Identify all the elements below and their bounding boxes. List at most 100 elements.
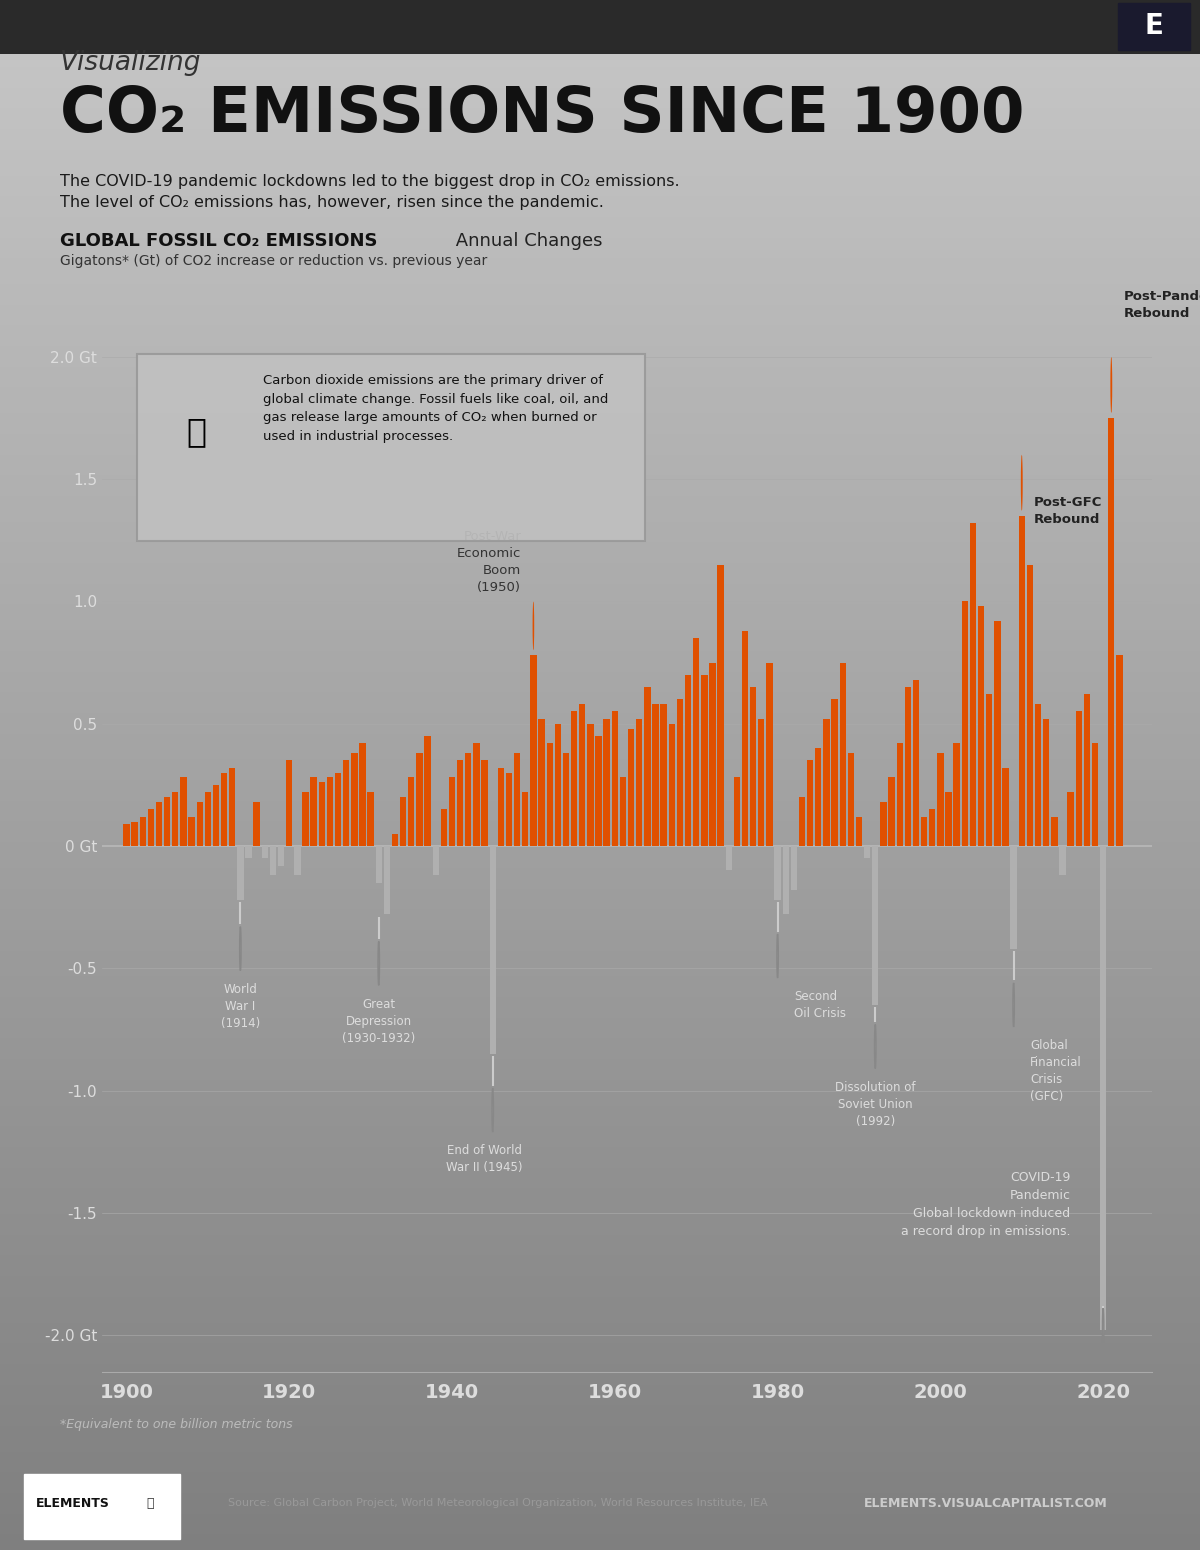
Bar [164,797,170,846]
Text: End of World
War II (1945): End of World War II (1945) [446,1144,523,1175]
Bar [253,801,260,846]
Bar [709,662,715,846]
Bar [888,778,895,846]
Bar [694,639,700,846]
Text: 🏭: 🏭 [187,415,206,448]
Bar [238,846,244,899]
Text: Global
Financial
Crisis
(GFC): Global Financial Crisis (GFC) [1030,1038,1081,1104]
Bar [376,846,382,882]
Bar [416,753,422,846]
Bar [425,736,431,846]
Bar [546,744,553,846]
Bar [148,809,154,846]
Text: Annual Changes: Annual Changes [450,232,602,251]
Bar [473,744,480,846]
Text: 🔥: 🔥 [146,1497,154,1510]
Bar [1060,846,1066,876]
Bar [514,753,521,846]
Bar [660,704,667,846]
Circle shape [1103,1308,1104,1352]
Bar [782,846,788,914]
Text: Carbon dioxide emissions are the primary driver of
global climate change. Fossil: Carbon dioxide emissions are the primary… [263,374,608,443]
Bar [1027,564,1033,846]
Bar [311,778,317,846]
Bar [392,834,398,846]
Text: Post-GFC
Rebound: Post-GFC Rebound [1034,496,1103,525]
Bar [481,761,487,846]
Bar [881,801,887,846]
Bar [384,846,390,914]
Text: Source: Global Carbon Project, World Meteorological Organization, World Resource: Source: Global Carbon Project, World Met… [228,1499,768,1508]
Circle shape [533,601,534,651]
Bar [954,744,960,846]
Bar [774,846,781,899]
Bar [139,817,146,846]
Bar [628,728,635,846]
Bar [758,719,764,846]
Bar [440,809,448,846]
Bar [913,679,919,846]
Bar [791,846,797,890]
Bar [278,846,284,865]
Bar [1034,704,1042,846]
Bar [896,744,902,846]
Text: ELEMENTS: ELEMENTS [36,1497,110,1510]
Text: Post-War
Economic
Boom
(1950): Post-War Economic Boom (1950) [457,530,521,594]
Bar [270,846,276,876]
Text: E: E [1145,12,1164,40]
Bar [701,674,708,846]
Bar [326,778,334,846]
Bar [1068,792,1074,846]
Bar [644,687,650,846]
Bar [847,753,854,846]
Bar [1084,694,1090,846]
Bar [832,699,838,846]
Bar [318,783,325,846]
Bar [636,719,642,846]
Bar [359,744,366,846]
Circle shape [875,1025,876,1068]
Bar [343,761,349,846]
FancyBboxPatch shape [24,1474,180,1539]
Bar [742,631,748,846]
Bar [767,662,773,846]
Bar [994,622,1001,846]
Text: Dissolution of
Soviet Union
(1992): Dissolution of Soviet Union (1992) [835,1080,916,1128]
Bar [856,817,862,846]
Bar [554,724,560,846]
Bar [262,846,268,859]
Bar [335,772,341,846]
Bar [197,801,203,846]
Bar [294,846,300,876]
Bar [929,809,936,846]
Bar [595,736,601,846]
Bar [1100,846,1106,1330]
Text: Visualizing: Visualizing [60,50,202,76]
Bar [432,846,439,876]
Bar [750,687,756,846]
Bar [1051,817,1057,846]
Text: GLOBAL FOSSIL CO₂ EMISSIONS: GLOBAL FOSSIL CO₂ EMISSIONS [60,232,378,251]
Bar [1019,516,1025,846]
Bar [587,724,594,846]
Text: The COVID-19 pandemic lockdowns led to the biggest drop in CO₂ emissions.: The COVID-19 pandemic lockdowns led to t… [60,174,679,189]
Bar [1108,418,1115,846]
Text: World
War I
(1914): World War I (1914) [221,983,260,1029]
Bar [408,778,414,846]
Bar [466,753,472,846]
Bar [1116,656,1123,846]
Bar [685,674,691,846]
Bar [571,711,577,846]
Text: *Equivalent to one billion metric tons: *Equivalent to one billion metric tons [60,1418,293,1431]
Text: Great
Depression
(1930-1932): Great Depression (1930-1932) [342,998,415,1045]
Bar [978,606,984,846]
Bar [229,767,235,846]
Circle shape [1110,356,1112,414]
Bar [806,761,814,846]
Bar [400,797,407,846]
Text: COVID-19
Pandemic
Global lockdown induced
a record drop in emissions.: COVID-19 Pandemic Global lockdown induce… [901,1172,1070,1238]
Bar [986,694,992,846]
Bar [840,662,846,846]
Text: ELEMENTS.VISUALCAPITALIST.COM: ELEMENTS.VISUALCAPITALIST.COM [864,1497,1108,1510]
Bar [961,601,968,846]
